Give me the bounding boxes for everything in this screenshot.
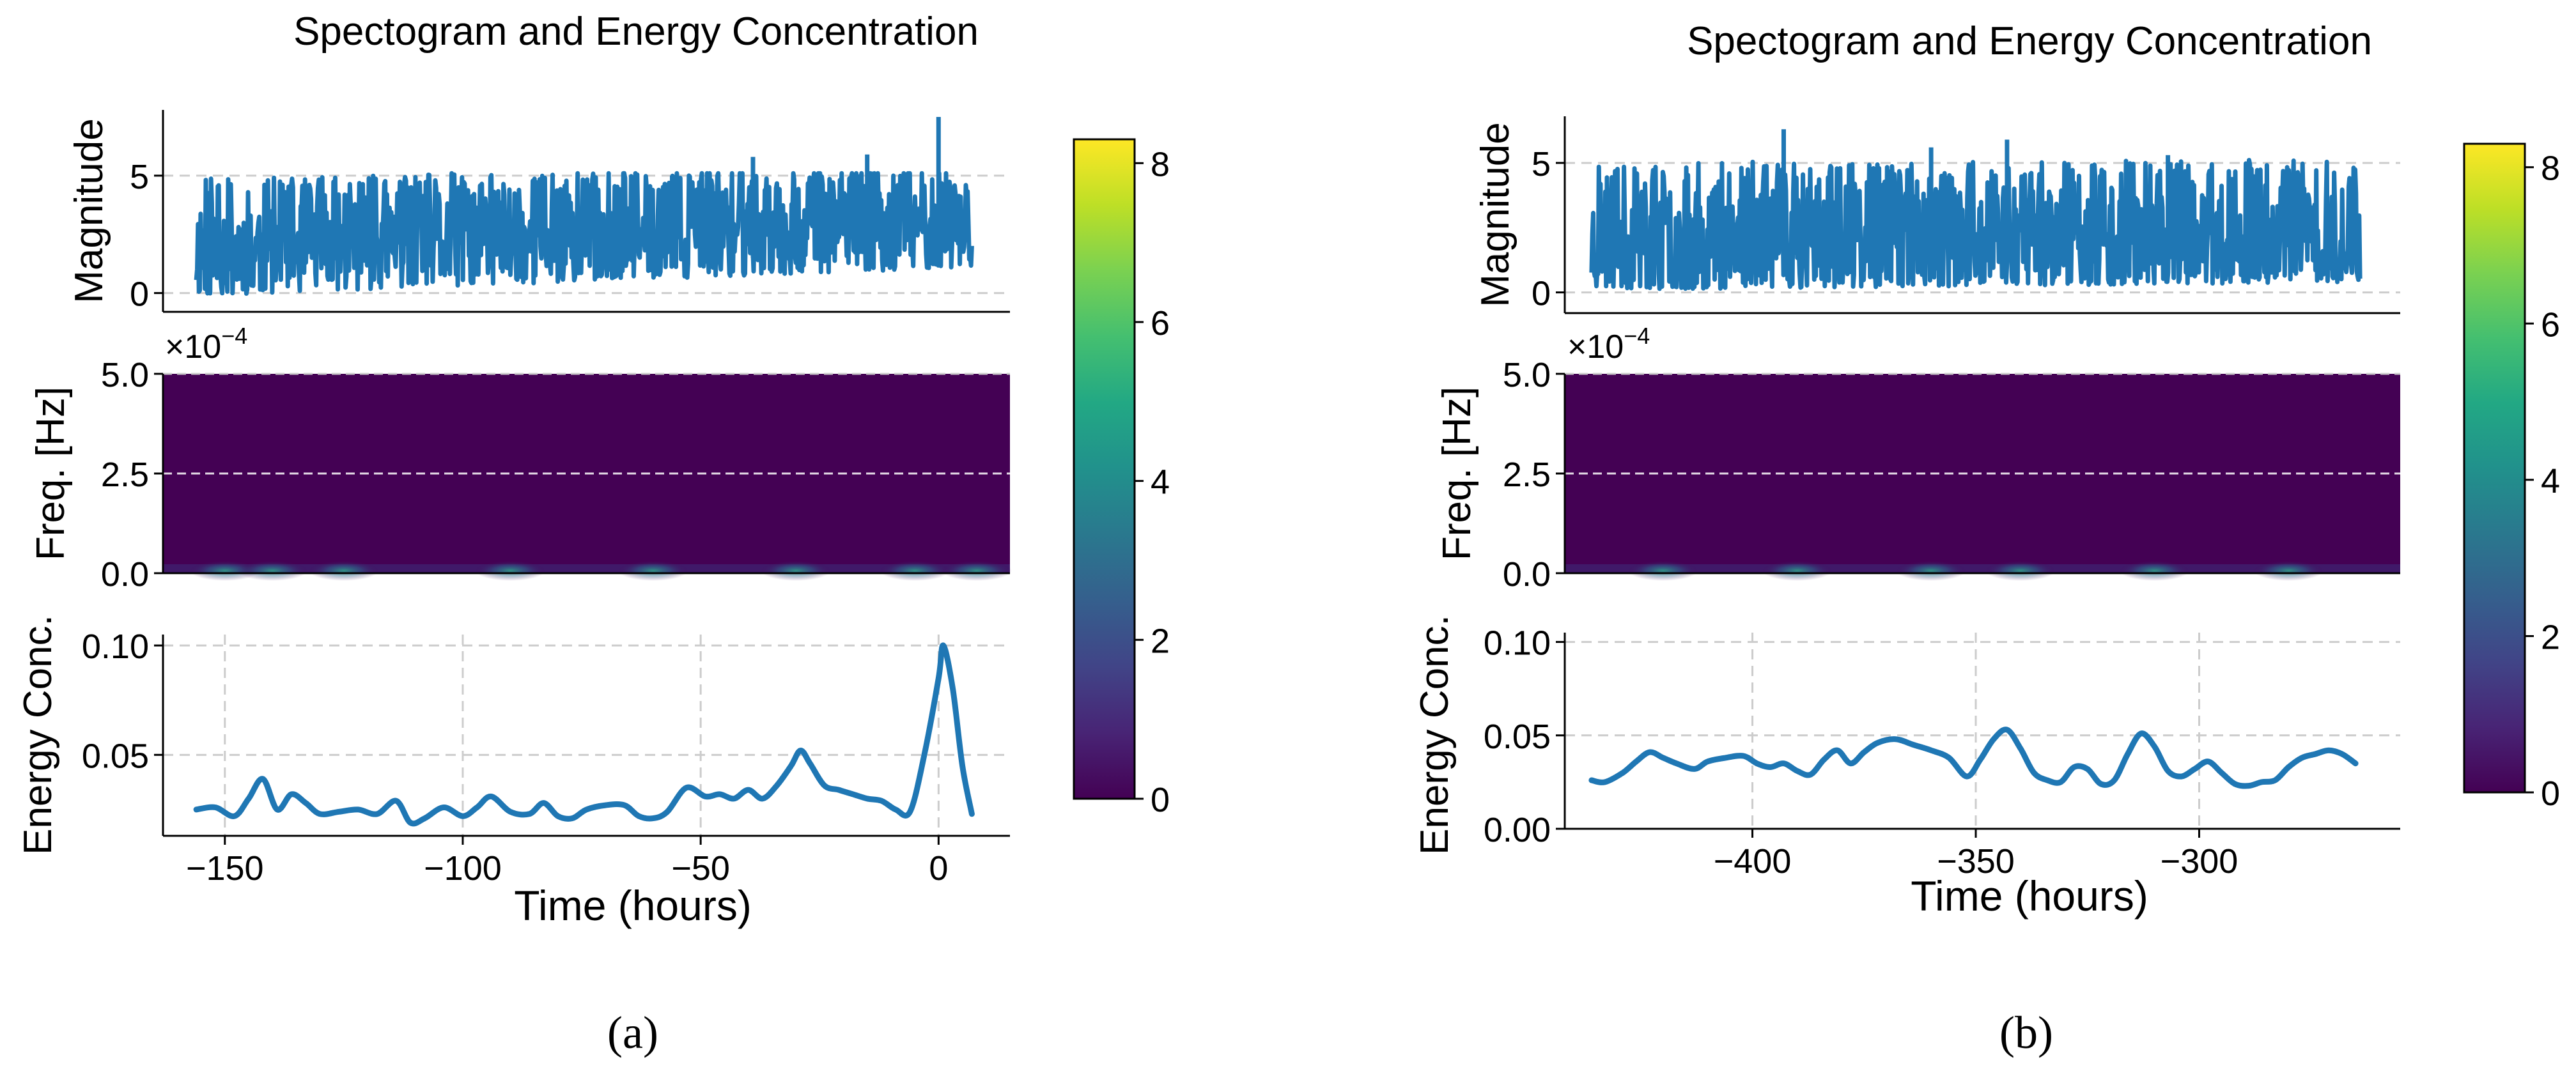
y-tick-label: 0 [130, 275, 149, 314]
colorbar-gradient [1073, 138, 1136, 800]
spectrogram-plot: 0.0 2.5 5.0 ×10−4 Freq. [Hz] [29, 323, 1012, 594]
energy-plot: 0.05 0.10 −150 −100 −50 0 Energy Conc. Time (… [16, 615, 1010, 929]
panel-label-b: (b) [1999, 1007, 2053, 1058]
colorbar-gradient [2463, 142, 2526, 794]
spectrogram-exponent: ×10−4 [1567, 323, 1650, 366]
x-tick-label: −400 [1714, 842, 1792, 881]
spectrogram-hotspot [2253, 560, 2324, 581]
colorbar-tick-label: 6 [1151, 304, 1170, 343]
x-axis-label: Time (hours) [514, 882, 752, 929]
magnitude-plot: 0 5 Magnitude [67, 110, 1010, 314]
spectrogram-hotspot [1762, 560, 1833, 581]
colorbar-tick-label: 4 [2541, 462, 2560, 500]
y-tick-label: 5.0 [1503, 356, 1551, 394]
spectrogram-hotspot [941, 560, 1012, 581]
y-tick-label: 5 [130, 158, 149, 196]
spectrogram-hotspot [617, 560, 688, 581]
y-tick-label: 0.0 [1503, 555, 1551, 594]
colorbar: 0 2 4 6 8 [2463, 142, 2560, 813]
energy-series-line [193, 642, 975, 827]
x-axis-label: Time (hours) [1911, 872, 2148, 920]
colorbar-tick-label: 4 [1151, 463, 1170, 502]
colorbar-tick-label: 2 [1151, 622, 1170, 660]
y-tick-label: 5 [1532, 145, 1551, 183]
x-tick-label: −350 [1937, 842, 2015, 881]
energy-plot: 0.00 0.05 0.10 −400 −350 −300 Energy Conc. Ti… [1413, 615, 2400, 920]
panel-b: Spectogram and Energy Concentration 0 5 M… [1413, 19, 2560, 1058]
y-tick-label: 0.05 [82, 737, 149, 775]
magnitude-y-label: Magnitude [1473, 122, 1517, 307]
chart-title: Spectogram and Energy Concentration [293, 10, 979, 54]
spectrogram-hotspot [1896, 560, 1967, 581]
panel-label-a: (a) [607, 1007, 658, 1058]
y-tick-label: 2.5 [101, 456, 149, 494]
spectrogram-hotspot [308, 560, 379, 581]
colorbar-tick-label: 6 [2541, 305, 2560, 344]
x-tick-label: −300 [2161, 842, 2238, 881]
panel-a: Spectogram and Energy Concentration 0 5 M… [16, 10, 1170, 1058]
colorbar-tick-label: 8 [1151, 145, 1170, 183]
y-tick-label: 0.00 [1484, 811, 1551, 849]
spectrogram-plot: 0.0 2.5 5.0 ×10−4 Freq. [Hz] [1435, 323, 2400, 594]
y-tick-label: 0.10 [1484, 624, 1551, 663]
spectrogram-hotspot [475, 560, 546, 581]
colorbar-tick-label: 0 [2541, 774, 2560, 813]
spectrogram-exponent: ×10−4 [165, 323, 247, 366]
colorbar-tick-label: 8 [2541, 150, 2560, 188]
x-tick-label: −50 [671, 849, 730, 888]
colorbar-tick-label: 0 [1151, 781, 1170, 819]
colorbar-tick-label: 2 [2541, 618, 2560, 656]
magnitude-series-line [194, 117, 974, 296]
magnitude-plot: 0 5 Magnitude [1473, 116, 2400, 314]
energy-y-label: Energy Conc. [1413, 615, 1457, 855]
magnitude-series-line [1589, 129, 2363, 291]
magnitude-y-label: Magnitude [67, 118, 111, 304]
y-tick-label: 0 [1532, 275, 1551, 313]
y-tick-label: 5.0 [101, 356, 149, 394]
x-tick-label: −100 [424, 849, 502, 888]
spectrogram-hotspot [880, 560, 950, 581]
y-tick-label: 0.05 [1484, 718, 1551, 756]
spectrogram-hotspot [2119, 560, 2190, 581]
chart-title: Spectogram and Energy Concentration [1687, 19, 2372, 63]
colorbar: 0 2 4 6 8 [1073, 138, 1170, 819]
spectrogram-y-label: Freq. [Hz] [29, 387, 73, 560]
y-tick-label: 0.10 [82, 628, 149, 666]
spectrogram-hotspot [1627, 560, 1698, 581]
x-tick-label: 0 [929, 849, 948, 888]
y-tick-label: 2.5 [1503, 456, 1551, 494]
x-tick-label: −150 [186, 849, 264, 888]
spectrogram-y-label: Freq. [Hz] [1435, 387, 1479, 560]
spectrogram-hotspot [1985, 560, 2056, 581]
spectrogram-hotspot [761, 560, 832, 581]
energy-series-line [1588, 727, 2359, 789]
spectrogram-hotspot [237, 560, 308, 581]
y-tick-label: 0.0 [101, 555, 149, 594]
energy-y-label: Energy Conc. [16, 615, 60, 855]
